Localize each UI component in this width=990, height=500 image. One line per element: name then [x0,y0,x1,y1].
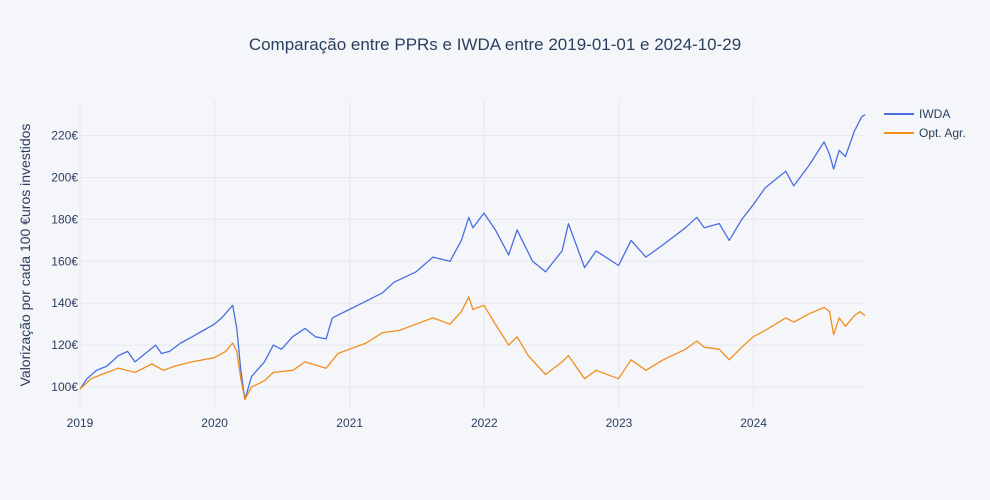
x-tick-label: 2019 [67,416,94,430]
x-tick-label: 2024 [740,416,767,430]
y-tick-label: 120€ [51,338,78,352]
y-tick-label: 140€ [51,296,78,310]
y-tick-label: 220€ [51,129,78,143]
x-tick-label: 2023 [606,416,633,430]
y-tick-label: 160€ [51,254,78,268]
x-tick-label: 2021 [336,416,363,430]
chart-title: Comparação entre PPRs e IWDA entre 2019-… [249,35,741,54]
y-axis-label: Valorização por cada 100 €uros investido… [17,124,33,387]
x-axis-ticks: 2019 2020 2021 2022 2023 2024 [67,416,768,430]
y-axis-ticks: 100€ 120€ 140€ 160€ 180€ 200€ 220€ [51,129,78,394]
series-line-iwda [79,114,866,401]
x-tick-label: 2022 [471,416,498,430]
legend[interactable]: IWDA Opt. Agr. [884,107,966,140]
legend-label: Opt. Agr. [919,126,966,140]
series-lines [79,114,866,401]
legend-item[interactable]: IWDA [884,107,950,121]
y-tick-label: 180€ [51,212,78,226]
x-tick-label: 2020 [201,416,228,430]
y-tick-label: 200€ [51,171,78,185]
legend-item[interactable]: Opt. Agr. [884,126,966,140]
legend-label: IWDA [919,107,950,121]
series-line-opt-agr [79,296,866,401]
y-tick-label: 100€ [51,380,78,394]
grid-lines [79,100,865,408]
